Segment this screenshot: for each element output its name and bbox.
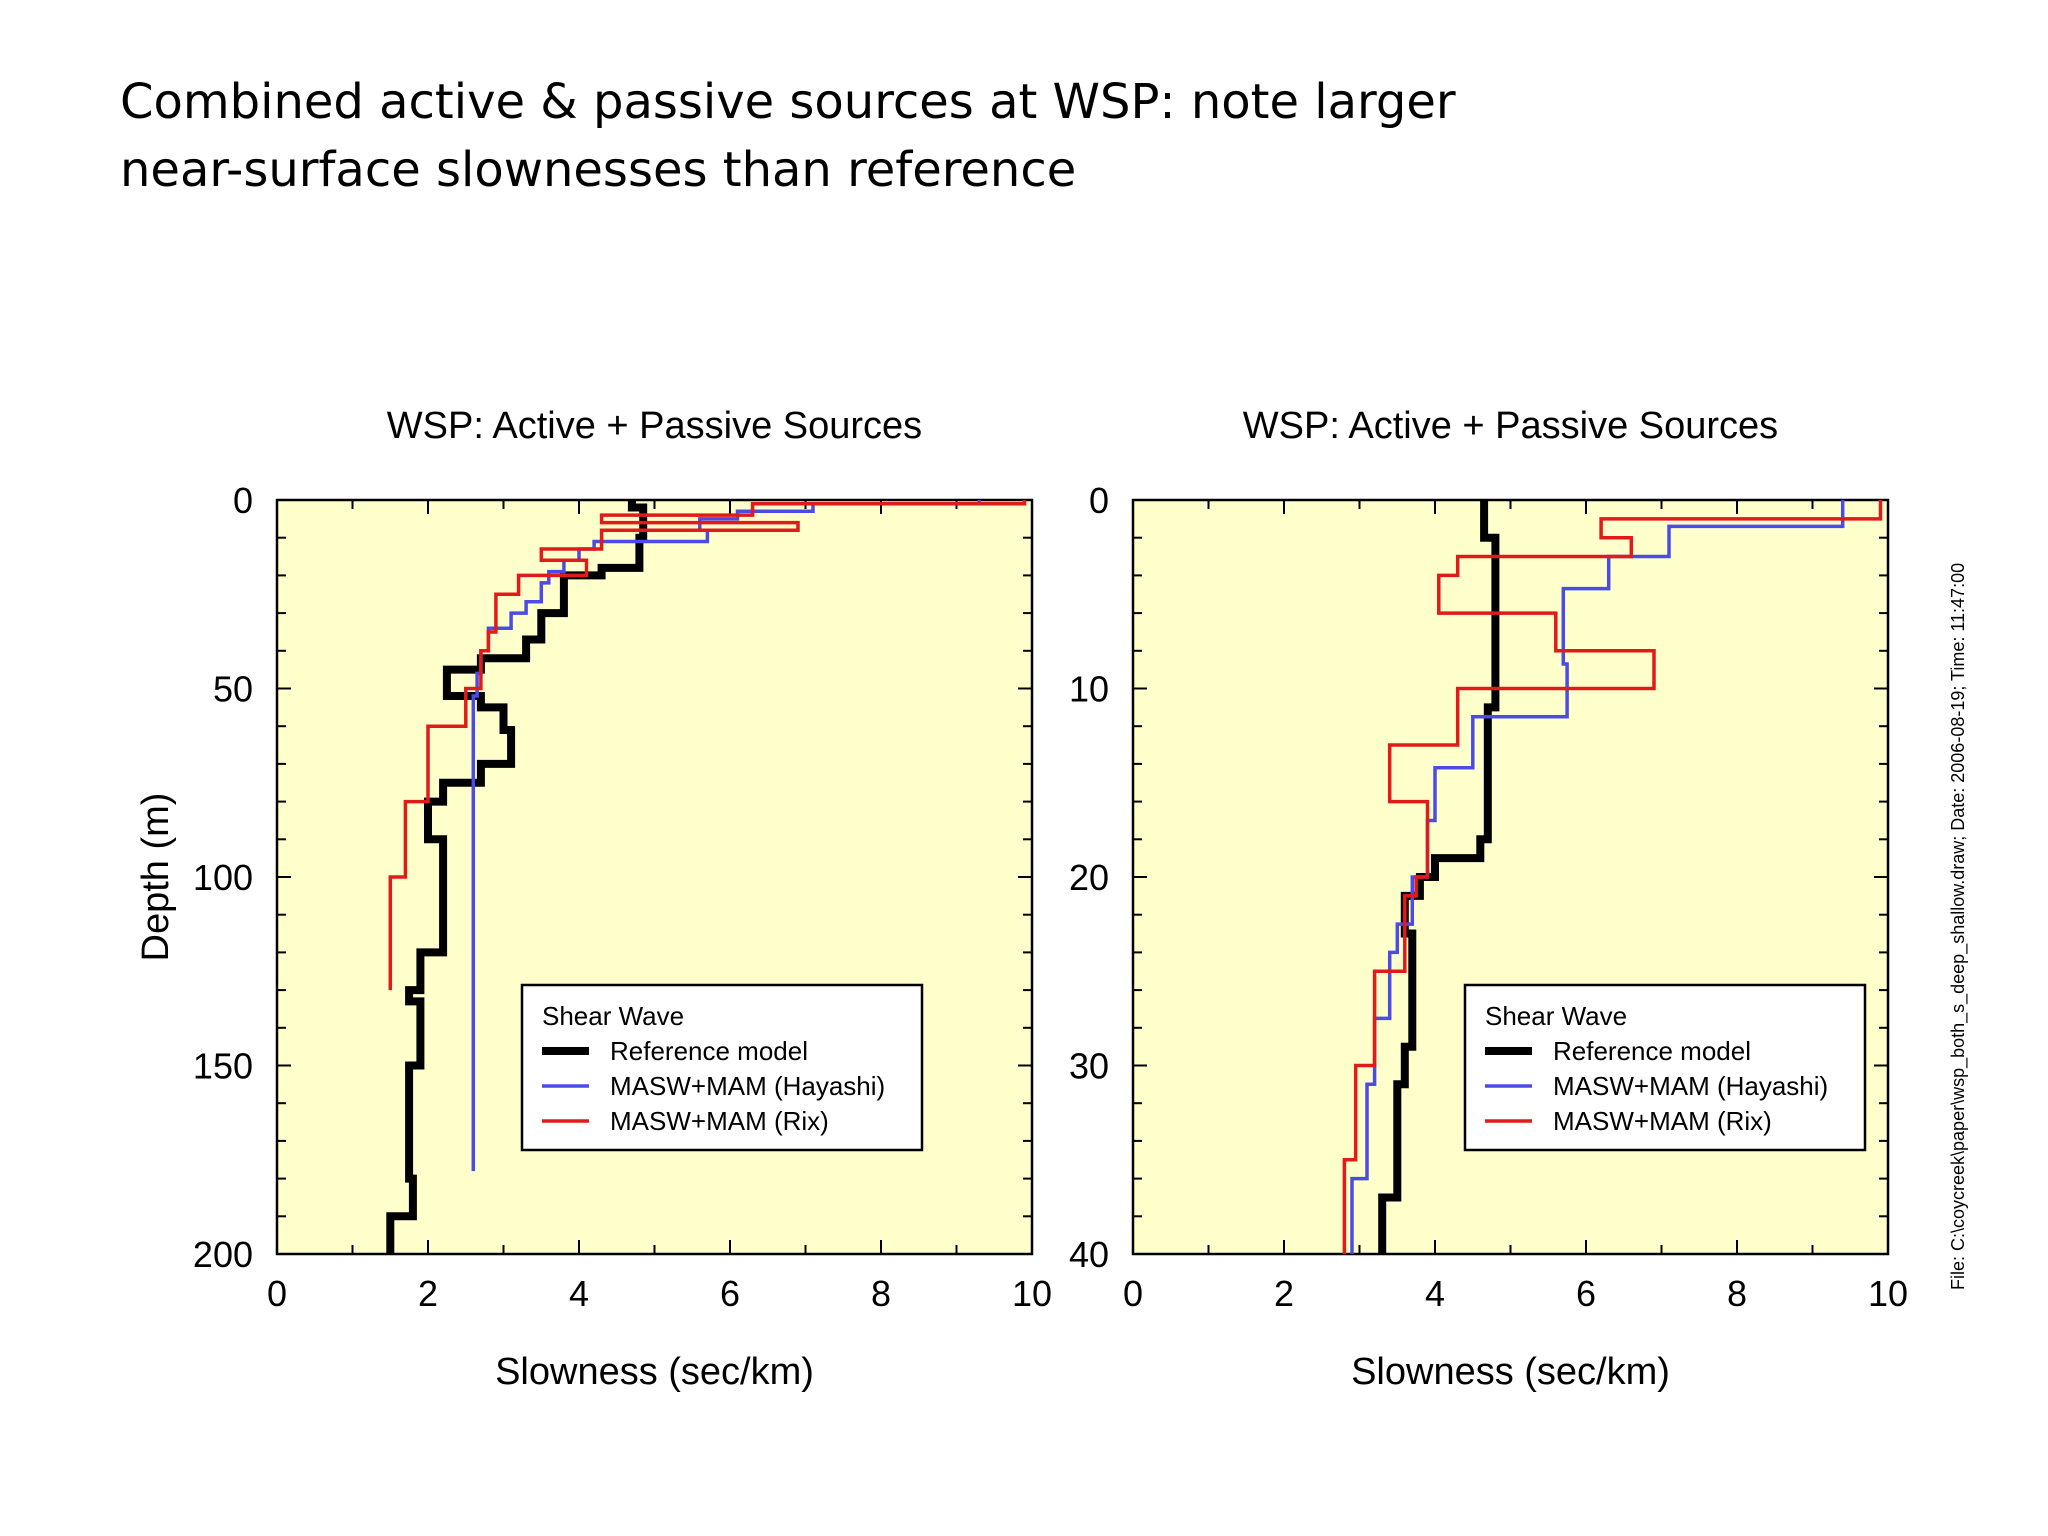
x-tick-label: 10 [1012, 1273, 1052, 1314]
x-tick-label: 4 [569, 1273, 589, 1314]
plot-frame [275, 498, 1034, 1256]
series-line-rix [1342, 500, 1883, 1254]
chart-title: WSP: Active + Passive Sources [387, 405, 922, 447]
legend-label-rix: MASW+MAM (Rix) [610, 1106, 829, 1136]
x-tick-label: 0 [1123, 1273, 1143, 1314]
y-axis-label: Depth (m) [135, 793, 177, 962]
legend-label-hayashi: MASW+MAM (Hayashi) [610, 1071, 885, 1101]
y-tick-label: 100 [193, 857, 253, 898]
series-group [386, 500, 1027, 1254]
x-tick-label: 4 [1425, 1273, 1445, 1314]
slide-title-line-1: Combined active & passive sources at WSP… [120, 74, 1456, 130]
y-tick-label: 200 [193, 1234, 253, 1275]
y-tick-label: 150 [193, 1046, 253, 1087]
x-tick-label: 8 [871, 1273, 891, 1314]
x-tick-label: 6 [720, 1273, 740, 1314]
chart-2: WSP: Active + Passive Sources 0 2 4 6 8 10 0 10 2… [1069, 405, 1908, 1393]
y-tick-label: 50 [213, 669, 253, 710]
y-tick-label: 30 [1069, 1046, 1109, 1087]
slide-title: Combined active & passive sources at WSP… [120, 68, 1820, 204]
legend-label-reference: Reference model [1553, 1036, 1751, 1066]
series-group [1342, 500, 1883, 1254]
file-note: File: C:\coycreek\paper\wsp_both_s_deep_… [1948, 562, 1968, 1290]
x-tick-label: 0 [267, 1273, 287, 1314]
x-tick-label: 8 [1727, 1273, 1747, 1314]
legend-title: Shear Wave [542, 1001, 684, 1031]
x-axis-label: Slowness (sec/km) [495, 1351, 814, 1393]
legend: Shear Wave Reference model MASW+MAM (Hayas… [520, 983, 924, 1152]
legend: Shear Wave Reference model MASW+MAM (Hayas… [1463, 983, 1867, 1152]
x-tick-label: 6 [1576, 1273, 1596, 1314]
y-tick-label: 0 [1089, 480, 1109, 521]
y-tick-label: 20 [1069, 857, 1109, 898]
plot-frame [1131, 498, 1890, 1256]
legend-label-hayashi: MASW+MAM (Hayashi) [1553, 1071, 1828, 1101]
legend-label-rix: MASW+MAM (Rix) [1553, 1106, 1772, 1136]
x-tick-label: 10 [1868, 1273, 1908, 1314]
y-tick-label: 10 [1069, 669, 1109, 710]
y-tick-label: 0 [233, 480, 253, 521]
chart-title: WSP: Active + Passive Sources [1243, 405, 1778, 447]
series-line-reference [386, 500, 648, 1254]
slide-title-line-2: near-surface slownesses than reference [120, 142, 1077, 198]
series-line-rix [388, 500, 1027, 991]
x-tick-label: 2 [418, 1273, 438, 1314]
x-axis-label: Slowness (sec/km) [1351, 1351, 1670, 1393]
y-tick-label: 40 [1069, 1234, 1109, 1275]
legend-label-reference: Reference model [610, 1036, 808, 1066]
x-tick-label: 2 [1274, 1273, 1294, 1314]
legend-title: Shear Wave [1485, 1001, 1627, 1031]
